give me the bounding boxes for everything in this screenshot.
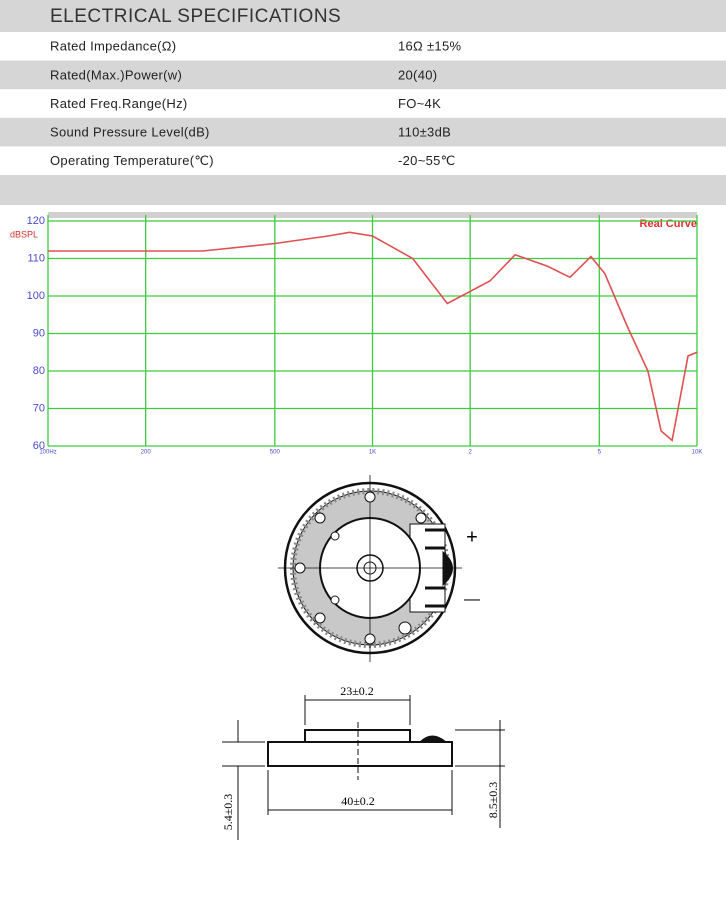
top-view-drawing	[278, 475, 462, 662]
legend-entry: Real Curve	[640, 218, 697, 230]
header-band	[0, 0, 726, 32]
y-tick-label: 90	[33, 327, 45, 339]
curve	[48, 231, 698, 442]
y-tick-label: 70	[33, 402, 45, 414]
dimension-label: 8.5±0.3	[486, 782, 500, 819]
spec-value: 20(40)	[398, 67, 437, 82]
row-band	[0, 60, 726, 90]
side-view-drawing	[222, 695, 505, 840]
y-tick-label: 80	[33, 365, 45, 377]
x-tick-label: 1K	[369, 450, 376, 456]
spec-table: Rated Impedance(Ω) 16Ω ±15% Rated(Max.)Pow…	[0, 39, 726, 168]
dimension-label: 23±0.2	[340, 684, 374, 698]
spec-label: Rated Impedance(Ω)	[50, 39, 176, 54]
spec-label: Rated Freq.Range(Hz)	[50, 96, 188, 111]
header-title: ELECTRICAL SPECIFICATIONS	[50, 6, 341, 27]
x-tick-label: 500	[270, 450, 281, 456]
x-tick-label: 100Hz	[39, 450, 56, 456]
spec-value: FO~4K	[398, 96, 441, 111]
chart: dBSPL Real Curve 60 70 80 90 100 110 120 100Hz 2…	[10, 212, 702, 456]
spec-value: 110±3dB	[398, 125, 451, 140]
spec-label: Rated(Max.)Power(w)	[50, 67, 182, 82]
spec-value: -20~55℃	[398, 153, 456, 168]
x-tick-label: 10K	[692, 450, 703, 456]
x-tick-label: 2	[469, 450, 473, 456]
spec-label: Sound Pressure Level(dB)	[50, 125, 210, 140]
x-tick-label: 5	[598, 450, 602, 456]
table-footer-band	[0, 175, 726, 205]
row-band	[0, 117, 726, 147]
y-tick-label: 110	[27, 252, 45, 264]
y-axis-label: dBSPL	[10, 229, 38, 239]
plus-terminal: +	[466, 526, 478, 548]
x-tick-label: 200	[141, 450, 152, 456]
minus-terminal: —	[464, 591, 480, 608]
spec-value: 16Ω ±15%	[398, 39, 461, 54]
y-tick-label: 120	[27, 215, 45, 227]
y-tick-label: 60	[33, 440, 45, 452]
dimension-label: 40±0.2	[341, 794, 375, 808]
y-tick-label: 100	[27, 290, 45, 302]
dimension-label: 5.4±0.3	[221, 794, 235, 831]
spec-label: Operating Temperature(℃)	[50, 153, 214, 168]
